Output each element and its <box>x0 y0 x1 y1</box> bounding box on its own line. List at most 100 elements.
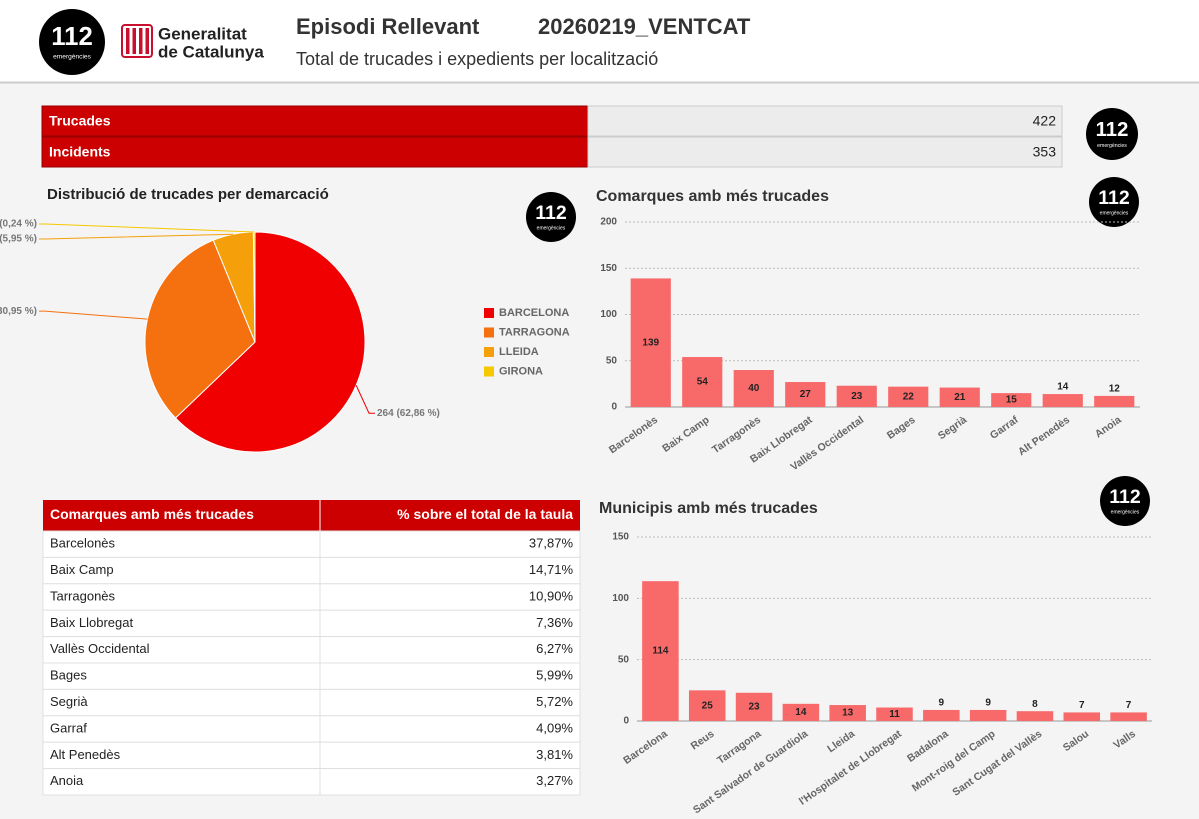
legend-label: LLEIDA <box>499 346 539 358</box>
y-tick-label: 100 <box>612 593 629 604</box>
bar <box>1110 712 1147 721</box>
logo-112 <box>1086 108 1138 160</box>
y-tick-label: 100 <box>600 309 617 320</box>
bar <box>785 382 826 407</box>
table-row <box>42 583 581 611</box>
bar <box>991 393 1032 407</box>
pie-label: 264 (62,86 %) <box>377 408 440 419</box>
table-row <box>42 715 581 743</box>
emblem-stripe <box>139 28 143 54</box>
logo-caption: emergències <box>53 54 91 61</box>
logo-caption: emergències <box>1111 510 1140 516</box>
leader-line <box>355 385 375 414</box>
y-tick-label: 50 <box>606 355 618 366</box>
bar-value-label: 8 <box>1032 699 1038 710</box>
x-tick-label: Bages <box>885 414 918 442</box>
x-tick-label: Badalona <box>905 728 951 765</box>
table-cell: Baix Llobregat <box>50 615 133 630</box>
table-cell: Segrià <box>50 694 88 709</box>
table-cell: 3,27% <box>536 773 573 788</box>
x-tick-label: Anoia <box>1093 414 1124 441</box>
bar <box>630 278 671 407</box>
bar <box>733 370 774 407</box>
bar <box>1094 395 1135 407</box>
table-cell: Bages <box>50 668 87 683</box>
x-tick-label: Valls <box>1111 728 1138 752</box>
logo-caption: emergències <box>1097 143 1127 149</box>
legend-swatch <box>484 347 494 357</box>
table-cell: 7,36% <box>536 615 573 630</box>
x-tick-label: Mont-roig del Camp <box>910 728 998 794</box>
x-tick-label: Sant Cugat del Vallès <box>950 728 1044 799</box>
table-row <box>42 688 581 717</box>
bar <box>836 385 877 407</box>
table-cell: 5,72% <box>536 694 573 709</box>
bar-value-label: 14 <box>795 707 807 718</box>
table-cell: Barcelonès <box>50 536 116 551</box>
bar <box>923 709 960 721</box>
bar <box>735 692 773 721</box>
bar-value-label: 114 <box>652 646 669 657</box>
bar <box>888 386 929 407</box>
x-tick-label: Segrià <box>936 414 969 442</box>
table-cell: Garraf <box>50 720 87 735</box>
summary-label-cell <box>41 136 589 168</box>
bar <box>1063 712 1101 721</box>
table-cell: 6,27% <box>536 641 573 656</box>
summary-value: 353 <box>1033 144 1057 160</box>
leader-line <box>39 233 233 240</box>
logo-number: 112 <box>535 202 567 224</box>
bar-value-label: 54 <box>697 377 709 388</box>
x-tick-label: Salou <box>1061 728 1091 754</box>
pie-slice <box>144 239 256 419</box>
y-tick-label: 150 <box>600 263 617 274</box>
episode-code: 20260219_VENTCAT <box>538 14 751 39</box>
logo-112 <box>526 192 576 242</box>
leader-line <box>39 223 255 233</box>
chart-title: Municipis amb més trucades <box>599 500 818 517</box>
emblem-stripe <box>145 28 149 54</box>
y-tick-label: 50 <box>618 654 630 665</box>
org-name: de Catalunya <box>158 42 264 61</box>
table-row <box>42 662 581 690</box>
page-title: Episodi Rellevant <box>296 14 480 39</box>
bar-value-label: 9 <box>985 698 991 709</box>
y-tick-label: 200 <box>600 217 617 228</box>
bar <box>1042 394 1083 407</box>
summary-label-cell <box>41 105 589 137</box>
bar-value-label: 9 <box>939 698 945 709</box>
legend-swatch <box>484 366 494 377</box>
bar-value-label: 7 <box>1079 700 1085 711</box>
bar <box>782 703 820 721</box>
table-header-cell <box>43 500 320 531</box>
bar <box>688 690 726 721</box>
logo-caption: emergències <box>537 226 566 232</box>
table-row <box>42 741 581 770</box>
table-cell: Vallès Occidental <box>50 641 150 656</box>
x-tick-label: Alt Penedès <box>1016 414 1072 458</box>
pie-slice <box>174 231 366 453</box>
table-cell: Alt Penedès <box>50 747 121 762</box>
table-cell: 37,87% <box>529 536 574 551</box>
summary-value-cell <box>587 136 1063 168</box>
page-subtitle: Total de trucades i expedients per local… <box>296 49 658 69</box>
legend-swatch <box>484 327 494 338</box>
bar-value-label: 22 <box>903 391 915 402</box>
logo-112 <box>1100 476 1150 526</box>
y-tick-label: 0 <box>623 716 629 727</box>
leader-line <box>39 310 148 320</box>
x-tick-label: Garraf <box>988 414 1021 442</box>
logo-112 <box>1089 177 1139 227</box>
bar-value-label: 12 <box>1109 384 1121 395</box>
bar-value-label: 25 <box>702 700 714 711</box>
bar-value-label: 14 <box>1057 382 1069 393</box>
summary-value: 422 <box>1033 113 1057 129</box>
emblem-stripe <box>126 28 130 54</box>
x-tick-label: Baix Camp <box>660 414 711 455</box>
table-cell: 14,71% <box>529 562 574 577</box>
bar-value-label: 27 <box>800 389 812 400</box>
summary-label: Incidents <box>49 144 111 160</box>
bar-value-label: 15 <box>1006 395 1018 406</box>
bar-value-label: 139 <box>642 337 659 348</box>
